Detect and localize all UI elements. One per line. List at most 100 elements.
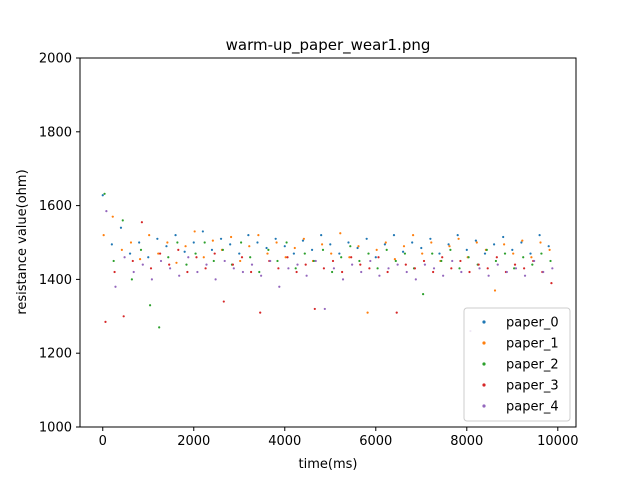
data-point-paper_3-33 — [404, 263, 407, 266]
data-point-paper_1-24 — [320, 243, 324, 246]
x-tick-label-0: 0 — [99, 434, 107, 449]
data-point-paper_1-46 — [521, 239, 524, 242]
data-point-paper_0-2 — [119, 226, 123, 229]
chart-title: warm-up_paper_wear1.png — [226, 36, 431, 55]
data-point-paper_4-31 — [387, 267, 390, 270]
data-point-paper_2-3 — [130, 278, 133, 281]
data-point-paper_2-25 — [331, 270, 334, 274]
data-point-paper_2-6 — [158, 326, 161, 329]
data-point-paper_0-47 — [529, 252, 532, 255]
data-point-paper_3-22 — [304, 263, 307, 266]
data-point-paper_3-27 — [350, 256, 353, 259]
data-point-paper_1-44 — [503, 243, 506, 246]
data-point-paper_4-42 — [487, 274, 490, 277]
data-point-paper_4-32 — [396, 263, 399, 266]
legend-label-paper_4: paper_4 — [506, 400, 559, 415]
data-point-paper_3-9 — [186, 270, 189, 274]
data-point-paper_3-14 — [231, 263, 234, 266]
data-point-paper_0-11 — [201, 230, 204, 233]
data-point-paper_4-39 — [460, 270, 463, 274]
data-point-paper_2-42 — [485, 248, 488, 251]
data-point-paper_0-41 — [474, 239, 477, 242]
legend-marker-paper_1 — [482, 341, 486, 345]
data-point-paper_4-10 — [196, 270, 199, 274]
data-point-paper_0-38 — [447, 243, 450, 246]
data-point-paper_0-37 — [438, 252, 441, 255]
data-point-paper_0-42 — [483, 252, 487, 255]
x-tick-label-4: 8000 — [450, 434, 483, 449]
data-point-paper_2-8 — [176, 241, 179, 244]
data-point-paper_1-8 — [175, 261, 178, 264]
data-point-paper_1-34 — [411, 234, 415, 237]
data-point-paper_4-37 — [442, 274, 445, 277]
data-point-paper_3-40 — [468, 270, 471, 274]
data-point-paper_0-45 — [511, 248, 514, 251]
legend-label-paper_3: paper_3 — [506, 379, 559, 394]
data-point-paper_2-31 — [385, 248, 388, 251]
data-point-paper_0-35 — [420, 246, 423, 250]
data-point-paper_0-21 — [292, 252, 295, 255]
data-point-paper_2-13 — [221, 248, 224, 251]
data-point-paper_3-31 — [386, 270, 389, 274]
data-point-paper_3-39 — [459, 259, 462, 263]
data-point-paper_4-14 — [232, 267, 235, 270]
data-point-paper_1-17 — [257, 234, 260, 237]
data-point-paper_1-2 — [120, 248, 123, 251]
data-point-paper_1-21 — [293, 246, 296, 250]
data-point-paper_3-35 — [422, 259, 426, 263]
data-point-paper_2-4 — [139, 248, 143, 251]
data-point-paper_4-20 — [287, 267, 290, 270]
data-point-paper_0-15 — [238, 252, 241, 255]
data-point-paper_2-20 — [285, 241, 288, 244]
data-point-paper_3-37 — [441, 256, 444, 259]
data-point-paper_4-34 — [414, 278, 417, 281]
data-point-paper_4-3 — [132, 270, 135, 274]
data-point-paper_4-15 — [241, 270, 245, 274]
data-point-paper_3-0 — [104, 320, 107, 323]
y-axis-label: resistance value(ohm) — [15, 169, 30, 314]
data-point-paper_1-9 — [184, 245, 187, 248]
data-point-paper_1-6 — [157, 252, 160, 255]
data-point-paper_3-1 — [113, 270, 116, 274]
data-point-paper_4-29 — [369, 259, 372, 263]
data-point-paper_4-26 — [341, 278, 345, 281]
data-point-paper_4-5 — [150, 278, 153, 281]
data-point-paper_4-23 — [314, 259, 317, 263]
data-point-paper_4-2 — [123, 256, 126, 259]
data-point-paper_1-1 — [111, 215, 114, 218]
data-point-paper_4-38 — [451, 259, 454, 263]
data-point-paper_2-0 — [103, 192, 106, 195]
data-point-paper_3-7 — [168, 263, 171, 266]
data-point-paper_0-0 — [101, 194, 104, 197]
data-point-paper_2-10 — [194, 252, 197, 255]
y-tick-label-3: 1600 — [39, 199, 72, 214]
data-point-paper_4-28 — [360, 270, 363, 274]
data-point-paper_2-46 — [522, 256, 525, 259]
data-point-paper_4-25 — [332, 267, 336, 270]
data-point-paper_0-25 — [329, 243, 332, 246]
x-tick-label-3: 6000 — [359, 434, 392, 449]
data-point-paper_1-36 — [430, 241, 433, 244]
data-point-paper_2-21 — [294, 267, 297, 270]
data-point-paper_0-49 — [547, 245, 550, 248]
data-point-paper_4-21 — [296, 263, 299, 266]
data-point-paper_4-49 — [551, 267, 554, 270]
data-point-paper_0-34 — [411, 241, 414, 244]
data-point-paper_2-30 — [376, 267, 379, 270]
legend-marker-paper_2 — [482, 362, 486, 366]
y-tick-label-4: 1800 — [39, 125, 72, 140]
data-point-paper_4-35 — [423, 263, 427, 266]
data-point-paper_2-43 — [494, 259, 498, 263]
data-point-paper_4-24 — [323, 307, 326, 311]
data-point-paper_1-18 — [266, 252, 269, 255]
data-point-paper_2-2 — [121, 219, 124, 222]
data-point-paper_3-2 — [122, 315, 125, 318]
data-point-paper_1-33 — [402, 245, 406, 248]
data-point-paper_2-9 — [185, 263, 188, 266]
data-point-paper_0-13 — [219, 237, 223, 240]
data-point-paper_3-3 — [131, 259, 134, 263]
data-point-paper_4-9 — [187, 256, 190, 259]
data-point-paper_2-38 — [449, 248, 452, 251]
